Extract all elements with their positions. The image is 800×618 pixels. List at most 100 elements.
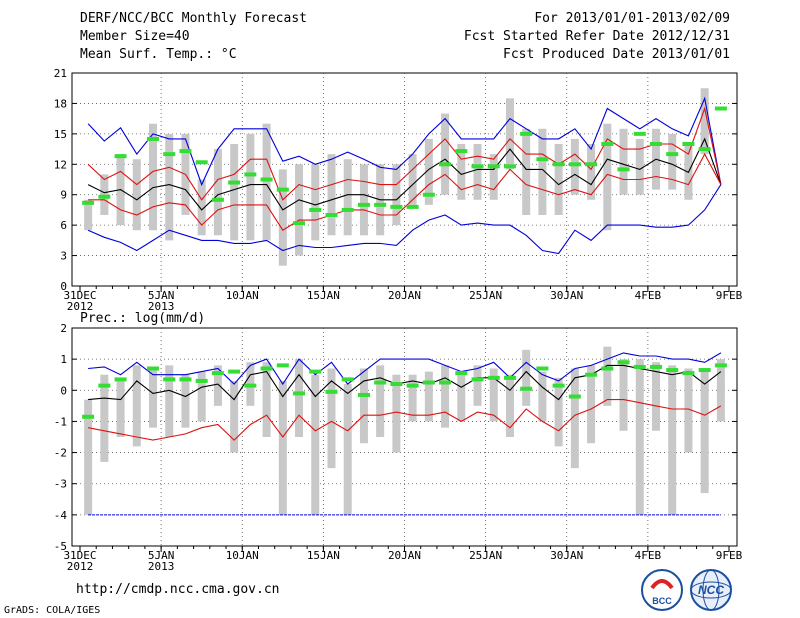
prec-obs-marker (357, 392, 370, 397)
temp-obs-marker (357, 202, 370, 207)
prec-ytick-label: -3 (54, 478, 67, 491)
temp-obs-marker (714, 106, 727, 111)
prec-xtick-sublabel: 2013 (148, 560, 175, 573)
temp-obs-marker (341, 207, 354, 212)
prec-obs-marker (341, 377, 354, 382)
temp-obs-marker (163, 152, 176, 157)
temp-obs-marker (309, 207, 322, 212)
temp-obs-marker (82, 200, 95, 205)
prec-obs-marker (147, 366, 160, 371)
temp-xtick-sublabel: 2012 (67, 300, 94, 313)
prec-xtick-label: 10JAN (226, 549, 259, 562)
temp-obs-marker (325, 213, 338, 217)
prec-spread-box (457, 374, 466, 422)
prec-obs-marker (325, 389, 338, 394)
prec-spread-box (376, 365, 385, 437)
header-produced-date: Fcst Produced Date 2013/01/01 (503, 47, 730, 62)
temp-spread-box (149, 123, 158, 231)
prec-spread-box (554, 377, 563, 447)
temp-spread-box (489, 154, 498, 200)
prec-spread-box (100, 374, 109, 462)
prec-spread-box (441, 365, 450, 428)
prec-ytick-label: 1 (60, 353, 67, 366)
temp-obs-marker (260, 177, 273, 182)
prec-obs-marker (98, 383, 111, 388)
prec-obs-marker (585, 372, 598, 377)
temp-ytick-label: 21 (54, 67, 67, 80)
temp-spread-box (246, 133, 255, 241)
prec-obs-marker (293, 391, 306, 396)
temp-spread-box (587, 144, 596, 200)
prec-ytick-label: -2 (54, 447, 67, 460)
prec-xtick-label: 9FEB (716, 549, 743, 562)
prec-spread-box (651, 362, 660, 431)
temp-obs-marker (487, 164, 500, 169)
temp-obs-marker (211, 197, 224, 202)
temp-obs-marker (552, 162, 565, 167)
prec-obs-marker (439, 380, 452, 385)
prec-xtick-sublabel: 2012 (67, 560, 94, 573)
prec-obs-marker (179, 377, 192, 382)
temp-spread-box (505, 98, 514, 170)
prec-xtick-label: 30JAN (550, 549, 583, 562)
temp-xtick-label: 9FEB (716, 289, 743, 302)
temp-xtick-label: 4FEB (635, 289, 662, 302)
prec-spread-box (684, 368, 693, 453)
footer-url[interactable]: http://cmdp.ncc.cma.gov.cn (76, 582, 280, 597)
prec-xtick-label: 15JAN (307, 549, 340, 562)
prec-spread-box (392, 374, 401, 453)
prec-spread-box (181, 374, 190, 428)
prec-spread-box (635, 359, 644, 515)
prec-obs-marker (487, 375, 500, 380)
prec-obs-marker (568, 394, 581, 399)
prec-spread-box (359, 368, 368, 444)
prec-ytick-label: -4 (54, 509, 68, 522)
temp-obs-marker (228, 180, 241, 185)
temp-spread-box (165, 133, 174, 241)
temp-line-ensemble-mean (87, 137, 722, 211)
temp-obs-marker (455, 149, 468, 154)
prec-obs-marker (633, 364, 646, 369)
prec-obs-marker (244, 383, 257, 388)
temp-line-ensemble-min (87, 184, 722, 255)
prec-obs-marker (163, 377, 176, 382)
temp-obs-marker (649, 142, 662, 146)
temp-spread-box (100, 174, 109, 215)
header-start-date: Fcst Started Refer Date 2012/12/31 (463, 29, 730, 44)
prec-spread-box (700, 368, 709, 494)
header-member-size: Member Size=40 (80, 29, 190, 44)
prec-xtick-label: 5JAN (148, 549, 175, 562)
prec-obs-marker (552, 383, 565, 388)
prec-obs-marker (714, 363, 727, 368)
temp-obs-marker (471, 164, 484, 169)
ncc-logo: NCC (690, 569, 732, 611)
prec-spread-box (230, 380, 239, 453)
temp-obs-marker (276, 187, 289, 192)
prec-line-ensemble-mean (88, 364, 722, 401)
temp-xtick-label: 31DEC (63, 289, 96, 302)
temp-obs-marker (179, 149, 192, 154)
temp-spread-box (230, 144, 239, 241)
prec-obs-marker (374, 380, 387, 385)
ncc-logo-text: NCC (698, 583, 724, 597)
temp-obs-marker (520, 131, 533, 136)
prec-xtick-label: 20JAN (388, 549, 421, 562)
prec-obs-marker (309, 369, 322, 374)
temp-line-lower-band (88, 152, 722, 231)
prec-ytick-label: -5 (54, 540, 67, 553)
prec-spread-box (311, 374, 320, 515)
temp-obs-marker (293, 221, 306, 226)
prec-obs-marker (601, 366, 614, 371)
temp-xtick-label: 20JAN (388, 289, 421, 302)
prec-spread-box (668, 365, 677, 515)
prec-obs-marker (406, 383, 419, 388)
temp-obs-marker (390, 204, 403, 209)
prec-obs-marker (276, 363, 289, 368)
prec-xtick-label: 31DEC (63, 549, 96, 562)
temp-obs-marker (503, 164, 516, 169)
prec-spread-box (619, 359, 628, 431)
temp-ytick-label: 3 (60, 250, 67, 263)
prec-spread-box (538, 371, 547, 422)
prec-obs-marker (114, 377, 127, 382)
